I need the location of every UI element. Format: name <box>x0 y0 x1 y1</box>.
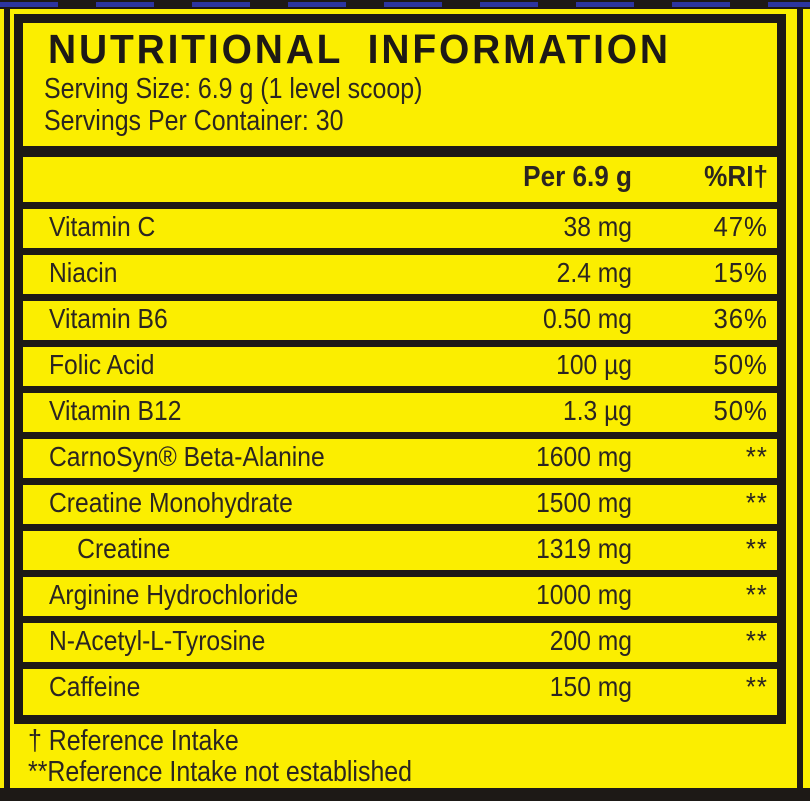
table-row: N-Acetyl-L-Tyrosine 200 mg ** <box>23 616 777 662</box>
ingredient-name: Caffeine <box>49 671 141 702</box>
rdi-value: ** <box>745 487 768 518</box>
servings-per-container: Servings Per Container: 30 <box>44 105 344 137</box>
footnotes: † Reference Intake **Reference Intake no… <box>28 726 475 788</box>
nutrition-panel-box: NUTRITIONAL INFORMATION Serving Size: 6.… <box>14 14 786 724</box>
serving-size: Serving Size: 6.9 g (1 level scoop) <box>44 73 423 105</box>
ingredient-name: Folic Acid <box>49 349 155 380</box>
ingredient-name: N-Acetyl-L-Tyrosine <box>49 625 266 656</box>
rdi-value: 36% <box>713 303 768 334</box>
panel-title: NUTRITIONAL INFORMATION <box>48 26 671 72</box>
amount-value: 1000 mg <box>536 579 632 610</box>
amount-value: 38 mg <box>563 211 632 242</box>
table-row: CarnoSyn® Beta-Alanine 1600 mg ** <box>23 432 777 478</box>
ingredient-table-body: Vitamin C 38 mg 47% Niacin 2.4 mg 15% Vi… <box>23 202 777 708</box>
table-row: Folic Acid 100 µg 50% <box>23 340 777 386</box>
table-row: Niacin 2.4 mg 15% <box>23 248 777 294</box>
rdi-value: 50% <box>713 349 768 380</box>
package-edge-strip <box>0 0 810 9</box>
rdi-value: 47% <box>713 211 768 242</box>
amount-value: 100 µg <box>556 349 632 380</box>
rdi-value: ** <box>745 441 768 472</box>
amount-value: 200 mg <box>549 625 632 656</box>
footnote-reference-intake: † Reference Intake <box>28 725 239 757</box>
amount-value: 1500 mg <box>536 487 632 518</box>
amount-value: 0.50 mg <box>542 303 632 334</box>
table-row: Vitamin B6 0.50 mg 36% <box>23 294 777 340</box>
package-stitch-dashes <box>0 2 810 7</box>
table-row: Creatine Monohydrate 1500 mg ** <box>23 478 777 524</box>
table-row: Vitamin C 38 mg 47% <box>23 202 777 248</box>
table-row: Caffeine 150 mg ** <box>23 662 777 708</box>
ingredient-name: Arginine Hydrochloride <box>49 579 299 610</box>
rdi-value: ** <box>745 579 768 610</box>
table-row: Vitamin B12 1.3 µg 50% <box>23 386 777 432</box>
footnote-not-established: **Reference Intake not established <box>28 756 413 788</box>
rdi-value: ** <box>745 533 768 564</box>
table-row: Arginine Hydrochloride 1000 mg ** <box>23 570 777 616</box>
ingredient-name: Vitamin C <box>49 211 156 242</box>
rdi-value: 15% <box>713 257 768 288</box>
header-top-rule <box>23 146 777 157</box>
header-rdi-column: %RI† <box>704 161 768 193</box>
label-right-border <box>797 8 803 789</box>
table-row: Creatine 1319 mg ** <box>23 524 777 570</box>
rdi-value: ** <box>745 671 768 702</box>
ingredient-name: CarnoSyn® Beta-Alanine <box>49 441 325 472</box>
rdi-value: ** <box>745 625 768 656</box>
ingredient-name: Vitamin B12 <box>49 395 182 426</box>
label-bottom-border <box>0 788 810 801</box>
amount-value: 2.4 mg <box>556 257 632 288</box>
amount-value: 1.3 µg <box>562 395 632 426</box>
ingredient-name: Vitamin B6 <box>49 303 168 334</box>
amount-value: 1600 mg <box>536 441 632 472</box>
ingredient-name: Creatine Monohydrate <box>49 487 293 518</box>
amount-value: 1319 mg <box>536 533 632 564</box>
table-header-row: Per 6.9 g %RI† <box>23 157 777 202</box>
ingredient-name: Creatine <box>77 533 171 564</box>
ingredient-name: Niacin <box>49 257 118 288</box>
amount-value: 150 mg <box>549 671 632 702</box>
rdi-value: 50% <box>713 395 768 426</box>
header-amount-column: Per 6.9 g <box>523 161 632 193</box>
label-left-border <box>4 8 10 789</box>
